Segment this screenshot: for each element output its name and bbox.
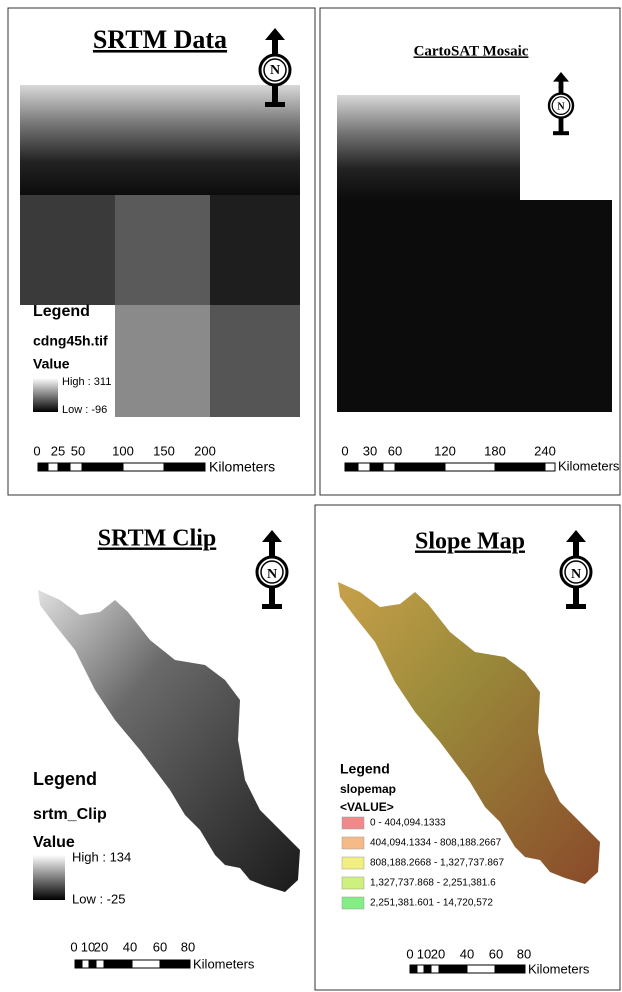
north-label: N [267, 567, 277, 582]
legend-class-label: 808,188.2668 - 1,327,737.867 [370, 858, 504, 869]
legend-low: Low : -25 [72, 891, 125, 906]
scale-label: 0 [341, 443, 348, 458]
scale-unit: Kilometers [558, 458, 620, 473]
scale-label: 150 [153, 443, 175, 458]
scale-label: 200 [194, 443, 216, 458]
scale-label: 20 [94, 939, 108, 954]
scale-label: 0 [33, 443, 40, 458]
legend-field: Value [33, 834, 75, 851]
north-label: N [270, 63, 280, 78]
legend-field: Value [33, 356, 70, 372]
legend-high: High : 311 [62, 376, 111, 388]
legend-heading: Legend [33, 769, 97, 789]
cartosat-raster [337, 95, 612, 412]
scale-label: 10 [417, 946, 431, 961]
scale-unit: Kilometers [193, 956, 255, 971]
scale-label: 60 [388, 443, 402, 458]
legend-layer: srtm_Clip [33, 806, 107, 823]
panel-title: Slope Map [415, 529, 525, 555]
legend-swatch [342, 817, 364, 829]
scale-label: 0 [70, 939, 77, 954]
scale-label: 40 [123, 939, 137, 954]
legend-class-label: 404,094.1334 - 808,188.2667 [370, 838, 502, 849]
legend-high: High : 134 [72, 849, 131, 864]
scale-label: 20 [431, 946, 445, 961]
scale-label: 100 [112, 443, 134, 458]
scale-unit: Kilometers [528, 961, 590, 976]
legend-swatch [342, 857, 364, 869]
legend-swatch [342, 837, 364, 849]
north-label: N [571, 567, 581, 582]
scale-label: 60 [153, 939, 167, 954]
legend-ramp [33, 855, 65, 900]
panel-title: SRTM Data [93, 25, 227, 54]
scale-label: 240 [534, 443, 556, 458]
legend-field: <VALUE> [340, 800, 394, 814]
legend-swatch [342, 897, 364, 909]
scale-label: 80 [181, 939, 195, 954]
scale-label: 40 [460, 946, 474, 961]
legend-class-label: 0 - 404,094.1333 [370, 818, 446, 829]
north-label: N [557, 101, 565, 112]
scale-label: 0 [406, 946, 413, 961]
srtm-clip-raster [38, 590, 300, 892]
panel-title: SRTM Clip [98, 526, 217, 552]
panel-title: CartoSAT Mosaic [414, 43, 529, 59]
scale-label: 80 [517, 946, 531, 961]
legend-ramp [33, 378, 58, 412]
scale-label: 60 [489, 946, 503, 961]
figure: SRTM Data N Legend cdng45h.tif Value High : 3… [0, 0, 622, 992]
scale-label: 25 [51, 443, 65, 458]
legend-low: Low : -96 [62, 404, 107, 416]
legend-heading: Legend [340, 761, 390, 777]
legend-heading: Legend [33, 303, 90, 320]
legend-class-label: 1,327,737.868 - 2,251,381.6 [370, 878, 496, 889]
scale-unit: Kilometers [209, 459, 275, 475]
legend-layer: cdng45h.tif [33, 333, 108, 349]
legend-layer: slopemap [340, 782, 396, 796]
scale-label: 50 [71, 443, 85, 458]
scale-label: 120 [434, 443, 456, 458]
scale-label: 180 [484, 443, 506, 458]
scale-label: 30 [363, 443, 377, 458]
legend-class-label: 2,251,381.601 - 14,720,572 [370, 898, 493, 909]
legend-swatch [342, 877, 364, 889]
